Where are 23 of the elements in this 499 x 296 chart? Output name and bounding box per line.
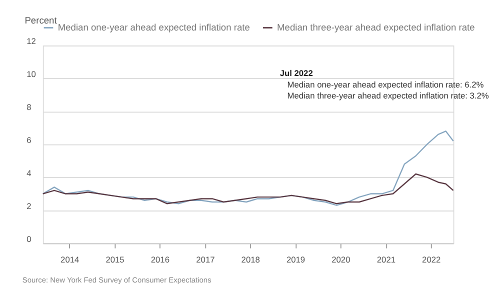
y-tick-label: 4: [26, 168, 32, 178]
x-tick-label: 2021: [376, 254, 396, 264]
annotation: Median three-year ahead expected inflation rate: 3.2%: [287, 90, 490, 101]
x-tick-label: 2017: [196, 254, 216, 264]
x-tick-label: 2016: [150, 254, 170, 264]
y-tick-label: 0: [26, 234, 32, 244]
x-tick-label: 2014: [60, 254, 80, 264]
annotation: Jul 2022: [280, 68, 314, 78]
y-tick-label: 10: [26, 69, 36, 80]
y-tick-label: 6: [26, 134, 32, 145]
y-axis-title: Percent: [24, 16, 58, 26]
y-tick-label: 12: [26, 36, 36, 46]
x-tick-label: 2018: [241, 254, 260, 264]
legend-label: Median one-year ahead expected inflation rate: [58, 22, 250, 33]
x-tick-label: 2022: [422, 254, 442, 264]
legend-label: Median three-year ahead expected inflation rate: [277, 22, 475, 33]
x-tick-label: 2015: [106, 254, 125, 264]
source-note: Source: New York Fed Survey of Consumer Expectations: [22, 275, 212, 284]
y-tick-label: 8: [26, 102, 32, 112]
y-tick-label: 2: [26, 200, 32, 211]
x-tick-label: 2020: [332, 254, 351, 264]
annotation: Median one-year ahead expected inflation rate: 6.2%: [287, 79, 484, 90]
x-tick-label: 2019: [286, 254, 306, 264]
